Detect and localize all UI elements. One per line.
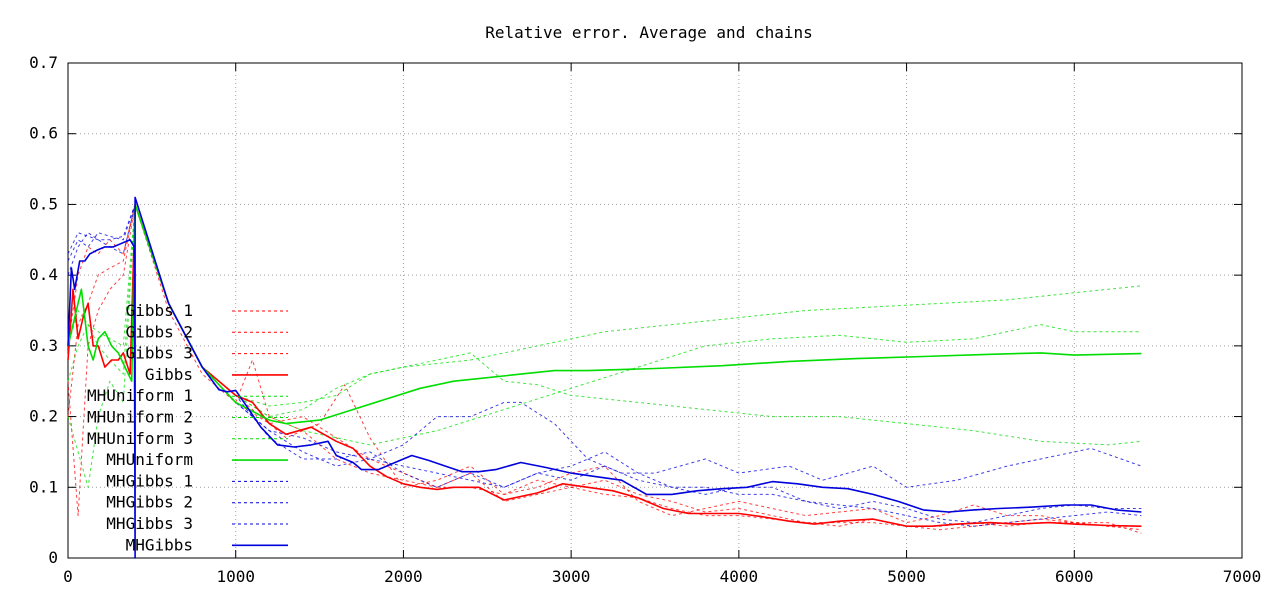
series-layer xyxy=(67,196,1142,559)
series-line-gibbs xyxy=(67,203,1142,527)
y-tick-label: 0 xyxy=(48,548,58,567)
series-line-mhgibbs-1 xyxy=(67,203,1142,488)
x-tick-label: 1000 xyxy=(216,567,255,586)
legend-label: Gibbs 3 xyxy=(126,344,193,363)
plot-frame xyxy=(67,62,1243,559)
legend-label: MHUniform 2 xyxy=(87,408,193,427)
series-line-mhuniform-1 xyxy=(67,203,1142,407)
series-line-gibbs-1 xyxy=(67,203,1142,534)
legend-label: Gibbs xyxy=(145,365,193,384)
legend-label: MHGibbs 1 xyxy=(106,471,193,490)
legend-label: Gibbs 2 xyxy=(126,322,193,341)
x-tick-label: 6000 xyxy=(1055,567,1094,586)
y-tick-label: 0.1 xyxy=(29,477,58,496)
series-line-mhuniform xyxy=(67,203,1142,425)
y-tick-label: 0.5 xyxy=(29,194,58,213)
x-tick-label: 2000 xyxy=(384,567,423,586)
y-tick-label: 0.6 xyxy=(29,124,58,143)
legend: Gibbs 1 Gibbs 2 Gibbs 3 Gibbs MHUniform 1 MHU… xyxy=(87,301,288,554)
legend-label: MHUniform 3 xyxy=(87,429,193,448)
series-line-mhgibbs xyxy=(67,196,1142,559)
x-tick-label: 3000 xyxy=(552,567,591,586)
legend-label: MHGibbs 3 xyxy=(106,514,193,533)
y-tick-label: 0.3 xyxy=(29,336,58,355)
x-tick-label: 4000 xyxy=(720,567,759,586)
y-tick-label: 0.7 xyxy=(29,53,58,72)
x-tick-label: 5000 xyxy=(887,567,926,586)
chart-title: Relative error. Average and chains xyxy=(485,23,813,42)
axes: 0 1000 2000 3000 4000 5000 6000 7000 0 0.1 0.2 0.3 0… xyxy=(29,53,1261,586)
series-line-mhuniform-3 xyxy=(67,203,1142,446)
x-tick-label: 7000 xyxy=(1223,567,1262,586)
legend-label: Gibbs 1 xyxy=(126,301,193,320)
y-tick-label: 0.4 xyxy=(29,265,58,284)
y-tick-label: 0.2 xyxy=(29,407,58,426)
legend-label: MHUniform 1 xyxy=(87,386,193,405)
legend-label: MHUniform xyxy=(106,450,193,469)
series-line-mhuniform-2 xyxy=(67,203,1142,488)
series-line-mhgibbs-2 xyxy=(67,203,1142,524)
x-tick-label: 0 xyxy=(63,567,73,586)
legend-label: MHGibbs 2 xyxy=(106,493,193,512)
grid xyxy=(68,63,1242,558)
legend-label: MHGibbs xyxy=(126,535,193,554)
series-line-gibbs-2 xyxy=(67,203,1142,531)
